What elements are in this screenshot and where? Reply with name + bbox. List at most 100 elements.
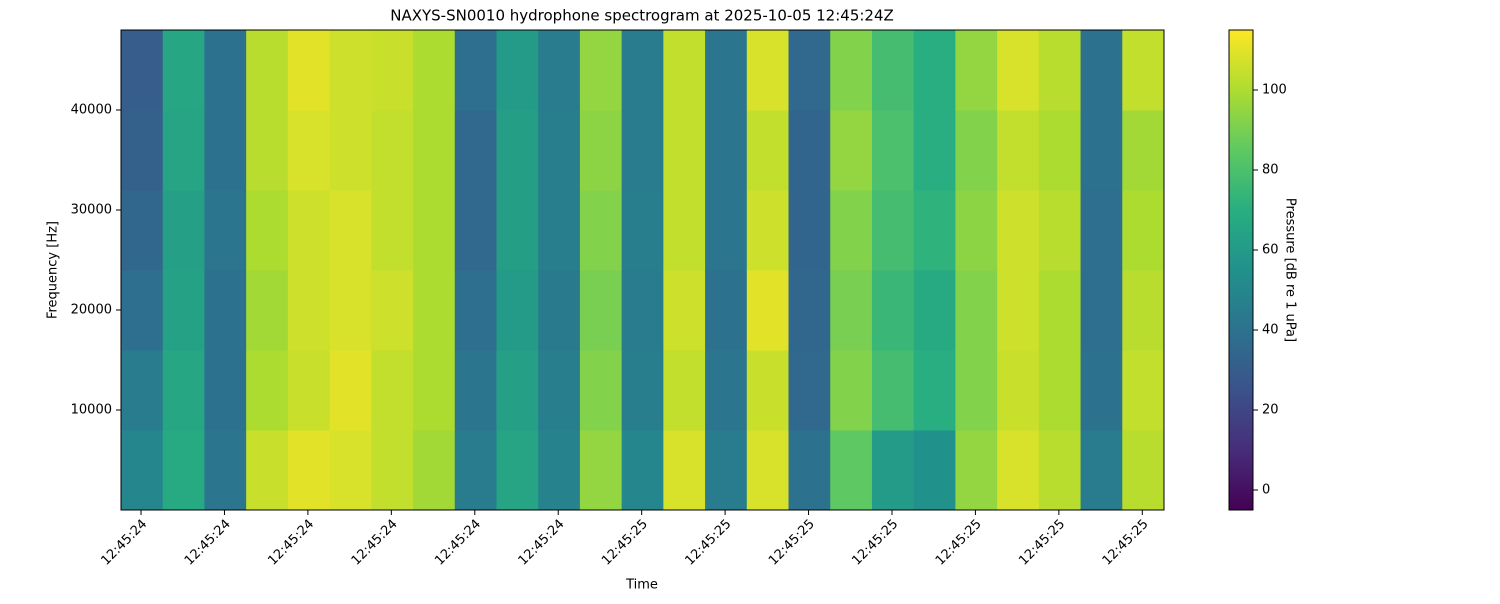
cell <box>746 190 790 271</box>
cell <box>329 30 372 111</box>
cell <box>454 110 497 191</box>
cell <box>997 430 1040 511</box>
cell <box>788 430 831 511</box>
cell <box>496 350 539 431</box>
cell <box>997 350 1040 431</box>
x-tick-label: 12:45:25 <box>1100 517 1152 569</box>
x-axis-label: Time <box>625 578 658 593</box>
cell <box>1122 270 1165 351</box>
colorbar-tick-label: 60 <box>1262 243 1279 258</box>
x-tick-label: 12:45:25 <box>766 517 818 569</box>
cell <box>746 430 790 511</box>
cell <box>830 350 873 431</box>
cell <box>579 350 623 431</box>
cell <box>371 350 414 431</box>
cell <box>246 110 289 191</box>
cell <box>1080 430 1123 511</box>
cell <box>413 270 456 351</box>
cell <box>913 430 956 511</box>
cell <box>913 190 956 271</box>
cell <box>413 110 456 191</box>
cell <box>871 350 915 431</box>
cell <box>162 190 205 271</box>
cell <box>121 430 164 511</box>
cell <box>538 430 581 511</box>
cell <box>997 270 1040 351</box>
colorbar-tick-label: 40 <box>1262 323 1279 338</box>
cell <box>162 270 205 351</box>
cell <box>246 350 289 431</box>
colorbar-tick-label: 100 <box>1262 83 1287 98</box>
cell <box>621 30 664 111</box>
cell <box>1122 350 1165 431</box>
cell <box>204 110 247 191</box>
cell <box>162 350 205 431</box>
cell <box>621 430 664 511</box>
cell <box>663 190 706 271</box>
y-axis-label: Frequency [Hz] <box>46 221 61 319</box>
cell <box>371 110 414 191</box>
cell <box>121 270 164 351</box>
cell <box>371 190 414 271</box>
cell <box>788 190 831 271</box>
cell <box>454 30 497 111</box>
y-tick-label: 40000 <box>71 103 112 118</box>
plot-frame <box>120 29 1165 511</box>
cell <box>413 430 456 511</box>
x-tick-label: 12:45:24 <box>98 517 150 569</box>
cell <box>579 430 623 511</box>
cell <box>496 430 539 511</box>
cell <box>413 30 456 111</box>
cell <box>1080 110 1123 191</box>
cell <box>1122 110 1165 191</box>
cell <box>246 430 289 511</box>
cell <box>663 110 706 191</box>
cell <box>913 270 956 351</box>
cell <box>1080 350 1123 431</box>
cell <box>830 270 873 351</box>
cell <box>705 110 748 191</box>
cell <box>997 190 1040 271</box>
cell <box>663 430 706 511</box>
cell <box>1080 270 1123 351</box>
cell <box>955 110 998 191</box>
cell <box>1122 430 1165 511</box>
cell <box>788 110 831 191</box>
cell <box>621 270 664 351</box>
cell <box>329 110 372 191</box>
cell <box>371 270 414 351</box>
cell <box>371 430 414 511</box>
x-tick-label: 12:45:25 <box>1016 517 1068 569</box>
cell <box>621 190 664 271</box>
cell <box>162 430 205 511</box>
cell <box>538 270 581 351</box>
cell <box>538 350 581 431</box>
cell <box>1038 190 1082 271</box>
cell <box>788 350 831 431</box>
cell <box>162 30 205 111</box>
cell <box>955 270 998 351</box>
cell <box>1038 350 1082 431</box>
cell <box>121 110 164 191</box>
colorbar-label: Pressure [dB re 1 uPa] <box>1283 198 1298 342</box>
cell <box>663 30 706 111</box>
cell <box>705 350 748 431</box>
cell <box>871 270 915 351</box>
cell <box>329 430 372 511</box>
cell <box>121 190 164 271</box>
cell <box>538 30 581 111</box>
cell <box>705 190 748 271</box>
cell <box>1122 30 1165 111</box>
cell <box>579 190 623 271</box>
cell <box>746 110 790 191</box>
cell <box>746 350 790 431</box>
cell <box>287 110 331 191</box>
cell <box>121 30 164 111</box>
cell <box>204 430 247 511</box>
cell <box>579 30 623 111</box>
cell <box>913 350 956 431</box>
chart-title: NAXYS-SN0010 hydrophone spectrogram at 2… <box>390 7 894 25</box>
cell <box>1080 30 1123 111</box>
cell <box>871 30 915 111</box>
cell <box>871 430 915 511</box>
